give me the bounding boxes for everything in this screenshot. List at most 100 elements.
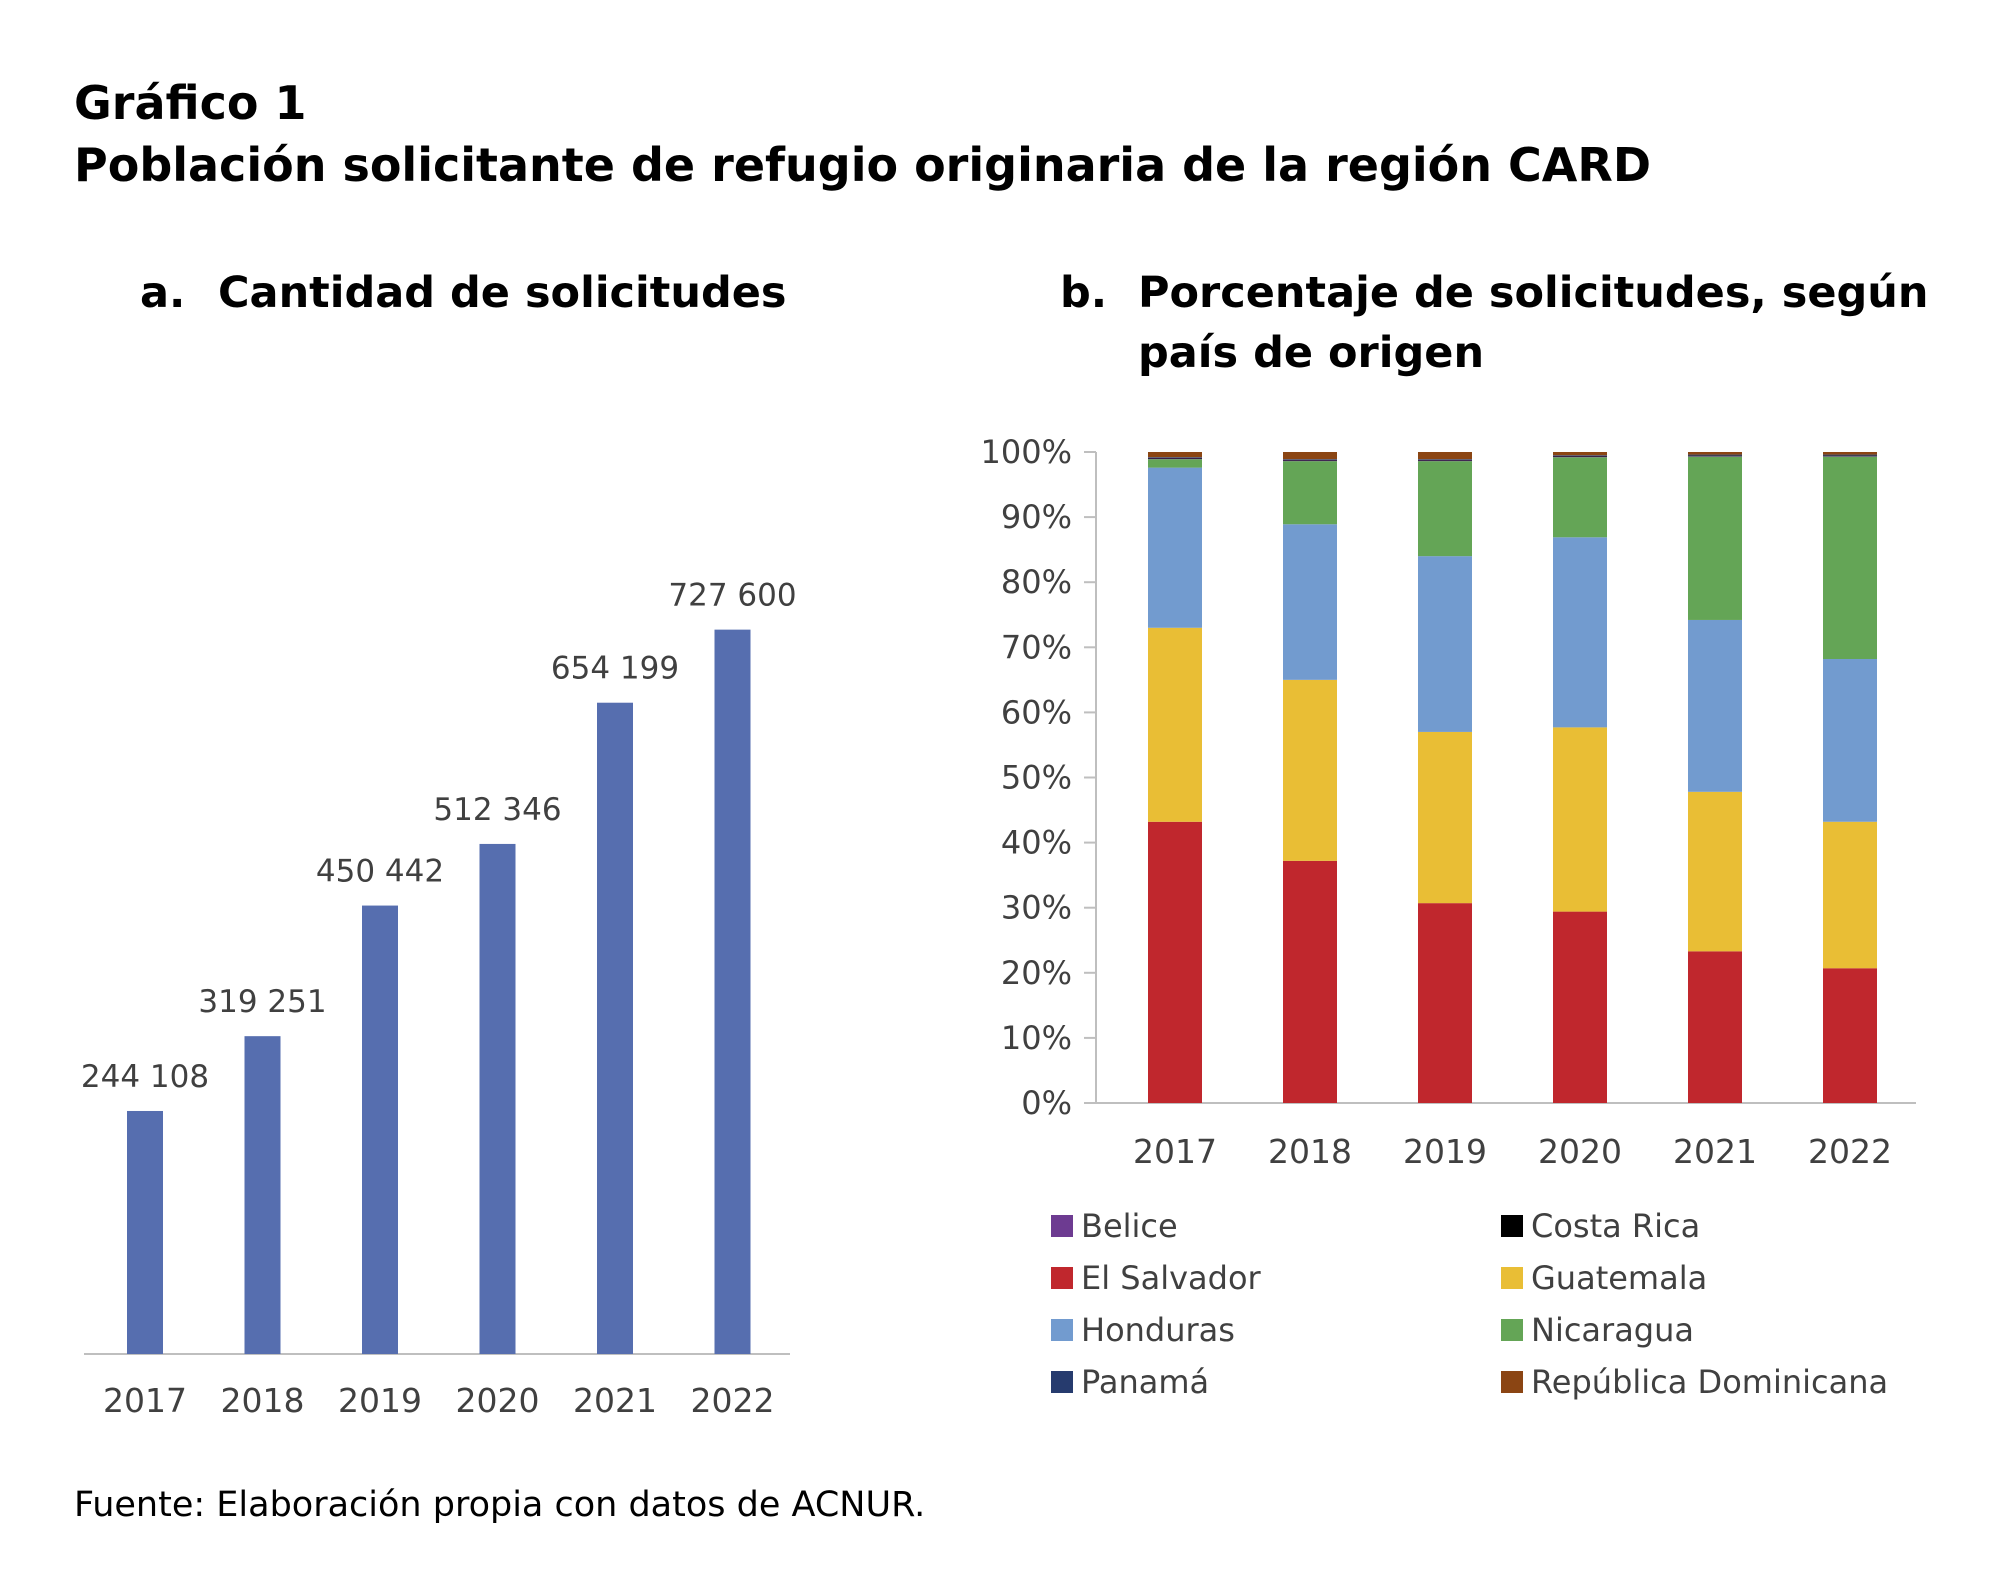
chart-b-segment-2017-nicaragua [1148,459,1202,468]
chart-b-y-tick-0%: 0% [1021,1084,1072,1122]
chart-b-segment-2020-república-dominicana [1553,452,1607,456]
chart-a-data-label-2021: 654 199 [551,651,679,687]
chart-b-y-tick-20%: 20% [1001,954,1072,992]
chart-b-segment-2021-costa-rica [1688,455,1742,456]
figure-title: Población solicitante de refugio origina… [74,138,1652,192]
figure-source: Fuente: Elaboración propia con datos de … [74,1485,926,1525]
chart-a-data-label-2017: 244 108 [81,1059,209,1095]
chart-b-segment-2020-panamá [1553,455,1607,456]
chart-a-data-label-2018: 319 251 [198,984,326,1020]
chart-b-segment-2022-república-dominicana [1823,452,1877,455]
chart-b-segment-2019-honduras [1418,556,1472,732]
chart-b-y-tick-50%: 50% [1001,759,1072,797]
chart-a-bar-2018 [244,1036,281,1354]
chart-a-bar-2019 [362,905,398,1354]
chart-b-segment-2019-nicaragua [1418,461,1472,557]
chart-b-segment-2021-belice [1688,455,1742,457]
chart-b-segment-2019-el-salvador [1418,903,1472,1103]
chart-b-segment-2022-belice [1823,455,1877,457]
chart-b-segment-2018-panamá [1283,459,1337,460]
legend-label-honduras: Honduras [1081,1311,1235,1349]
chart-b-y-tick-60%: 60% [1001,693,1072,731]
chart-b-segment-2017-costa-rica [1148,457,1202,459]
chart-b-legend: Belice Costa Rica El Salvador Guatemala Hond… [1051,1207,1888,1401]
chart-b-y-tick-10%: 10% [1001,1019,1072,1057]
legend-label-el-salvador: El Salvador [1081,1259,1262,1297]
chart-a-bar-2020 [479,843,516,1354]
chart-b-segment-2021-el-salvador [1688,951,1742,1103]
chart-b-x-tick-2021: 2021 [1673,1132,1757,1171]
legend-swatch-belice [1051,1215,1073,1237]
chart-b-y-tick-70%: 70% [1001,628,1072,666]
chart-b-segment-2018-honduras [1283,524,1337,680]
chart-b-stacked-bar-chart: 0% 10% 20% 30% 40% 50% 60% 70% 80% 90% 100% 2017 201… [981,433,1916,1171]
chart-b-segment-2020-nicaragua [1553,457,1607,538]
chart-b-segment-2018-belice [1283,460,1337,462]
chart-b-segment-2018-guatemala [1283,679,1337,861]
chart-b-segment-2020-belice [1553,456,1607,458]
chart-b-segment-2017-belice [1148,458,1202,460]
chart-b-segment-2019-belice [1418,460,1472,462]
chart-b-letter: b. [1060,268,1108,318]
chart-b-segment-2017-panamá [1148,457,1202,458]
legend-label-belice: Belice [1081,1207,1178,1245]
chart-a-x-tick-2019: 2019 [338,1381,422,1420]
figure-label: Gráfico 1 [74,76,307,130]
chart-b-segment-2017-república-dominicana [1148,452,1202,458]
chart-b-title-line2: país de origen [1138,328,1485,378]
chart-b-segment-2020-honduras [1553,537,1607,728]
chart-a-title: a. Cantidad de solicitudes [140,268,787,318]
chart-b-segment-2018-república-dominicana [1283,452,1337,460]
chart-b-segment-2019-costa-rica [1418,459,1472,461]
chart-a-x-tick-2018: 2018 [221,1381,305,1420]
chart-b-x-tick-2017: 2017 [1133,1132,1217,1171]
chart-b-segment-2019-guatemala [1418,731,1472,904]
legend-label-república-dominicana: República Dominicana [1531,1363,1888,1401]
chart-a-x-tick-2020: 2020 [456,1381,540,1420]
chart-a-bar-2021 [597,702,633,1354]
chart-b-segment-2022-nicaragua [1823,456,1877,660]
legend-swatch-costa-rica [1501,1215,1523,1237]
chart-b-segment-2022-honduras [1823,659,1877,822]
chart-b-title: b. Porcentaje de solicitudes, según [1060,268,1929,318]
chart-b-y-tick-80%: 80% [1001,563,1072,601]
chart-b-segment-2020-costa-rica [1553,455,1607,457]
chart-a-data-label-2020: 512 346 [433,792,561,828]
chart-b-segment-2022-costa-rica [1823,455,1877,456]
chart-b-segment-2022-guatemala [1823,821,1877,969]
chart-a-bar-chart: 244 108 2017 319 251 2018 450 442 2019 512 346… [81,578,797,1420]
legend-swatch-panamá [1051,1371,1073,1393]
legend-label-costa-rica: Costa Rica [1531,1207,1700,1245]
legend-label-nicaragua: Nicaragua [1531,1311,1694,1349]
chart-b-y-tick-100%: 100% [981,433,1072,471]
legend-swatch-el-salvador [1051,1267,1073,1289]
chart-b-x-tick-2022: 2022 [1808,1132,1892,1171]
chart-b-x-tick-2020: 2020 [1538,1132,1622,1171]
legend-swatch-nicaragua [1501,1319,1523,1341]
chart-b-y-tick-30%: 30% [1001,889,1072,927]
chart-a-letter: a. [140,268,186,318]
legend-swatch-república-dominicana [1501,1371,1523,1393]
chart-a-x-tick-2022: 2022 [691,1381,775,1420]
chart-b-segment-2021-panamá [1688,454,1742,456]
chart-b-y-tick-40%: 40% [1001,824,1072,862]
chart-a-bar-2017 [127,1110,163,1354]
chart-b-segment-2018-el-salvador [1283,860,1337,1103]
chart-b-segment-2021-honduras [1688,619,1742,792]
chart-b-x-tick-2019: 2019 [1403,1132,1487,1171]
chart-b-segment-2017-honduras [1148,467,1202,628]
chart-b-segment-2018-costa-rica [1283,459,1337,461]
chart-b-segment-2019-panamá [1418,459,1472,460]
chart-a-x-tick-2017: 2017 [103,1381,187,1420]
chart-a-x-tick-2021: 2021 [573,1381,657,1420]
legend-swatch-honduras [1051,1319,1073,1341]
chart-b-segment-2022-panamá [1823,454,1877,456]
chart-b-segment-2019-república-dominicana [1418,452,1472,460]
chart-b-segment-2017-guatemala [1148,627,1202,822]
chart-b-y-tick-90%: 90% [1001,498,1072,536]
chart-b-segment-2017-el-salvador [1148,821,1202,1103]
chart-b-title-line1: Porcentaje de solicitudes, según [1138,268,1929,318]
chart-b-segment-2021-república-dominicana [1688,452,1742,455]
chart-b-segment-2021-nicaragua [1688,456,1742,620]
